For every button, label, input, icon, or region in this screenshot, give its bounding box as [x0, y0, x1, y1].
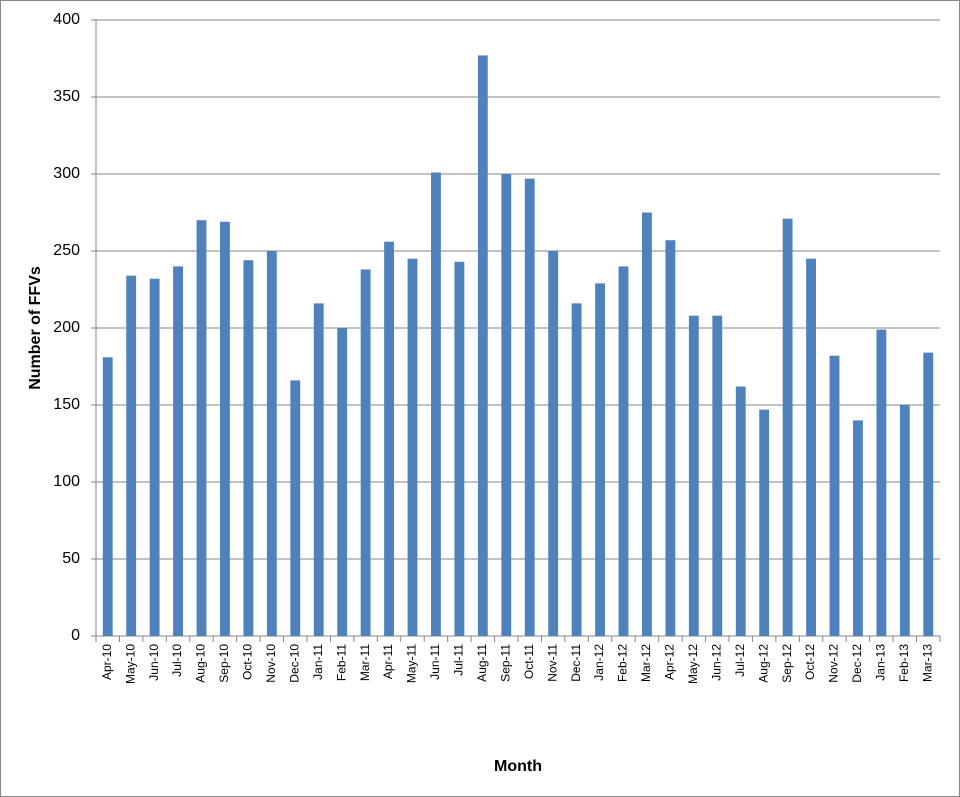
- y-tick-label: 0: [71, 627, 80, 644]
- bar: [149, 278, 160, 636]
- x-tick-label: Mar-12: [639, 644, 653, 682]
- bar: [759, 409, 770, 636]
- x-tick-label: Feb-13: [897, 644, 911, 682]
- x-tick-label: Dec-10: [287, 644, 301, 683]
- bar: [665, 240, 676, 636]
- x-tick-label: Jun-10: [147, 644, 161, 681]
- y-tick-label: 100: [53, 473, 80, 490]
- x-tick-label: Sep-12: [780, 644, 794, 683]
- bar: [923, 352, 934, 636]
- x-tick-label: Oct-11: [522, 644, 536, 679]
- x-tick-label: Feb-11: [334, 644, 348, 681]
- x-tick-label: Jul-11: [452, 644, 466, 676]
- x-tick-label: May-12: [686, 644, 700, 684]
- y-tick-label: 250: [53, 242, 80, 259]
- bar: [548, 251, 559, 636]
- y-tick-label: 50: [62, 550, 80, 567]
- x-tick-label: Jan-12: [592, 644, 606, 681]
- bar: [501, 174, 512, 636]
- x-tick-label: Sep-11: [498, 644, 512, 682]
- x-tick-label: Mar-13: [920, 644, 934, 682]
- x-tick-label: Jul-10: [170, 644, 184, 677]
- bar: [477, 55, 488, 637]
- bar: [642, 212, 652, 636]
- bar: [876, 329, 887, 636]
- bar: [360, 269, 371, 636]
- y-tick-label: 150: [53, 396, 80, 413]
- x-tick-label: Mar-11: [358, 644, 372, 681]
- bar: [829, 355, 840, 636]
- x-tick-label: Aug-11: [475, 644, 489, 682]
- bar: [126, 275, 137, 636]
- bar: [102, 357, 113, 636]
- bar: [220, 221, 230, 637]
- x-tick-label: Oct-10: [241, 644, 255, 680]
- bar: [290, 380, 301, 636]
- bar: [196, 220, 207, 636]
- bar: [899, 405, 910, 636]
- x-tick-label: Oct-12: [803, 644, 817, 680]
- bar: [735, 386, 746, 636]
- bar: [688, 315, 699, 636]
- bar: [618, 266, 629, 636]
- x-tick-label: May-11: [405, 644, 419, 683]
- x-tick-label: Nov-12: [827, 644, 841, 683]
- bar: [407, 258, 418, 636]
- x-tick-label: Apr-10: [100, 644, 114, 680]
- bar: [337, 328, 348, 636]
- y-tick-label: 350: [53, 88, 80, 105]
- x-tick-label: Jan-13: [874, 644, 888, 681]
- bar: [806, 258, 816, 636]
- x-tick-label: Nov-11: [545, 644, 559, 682]
- x-tick-label: Dec-11: [569, 644, 583, 682]
- bar: [524, 178, 535, 636]
- x-tick-label: Feb-12: [616, 644, 630, 682]
- x-tick-label: Aug-12: [756, 644, 770, 683]
- x-tick-label: Dec-12: [850, 644, 864, 683]
- x-tick-label: Nov-10: [264, 644, 278, 683]
- bar: [313, 303, 324, 636]
- x-tick-label: Sep-10: [217, 644, 231, 683]
- bar: [782, 218, 793, 636]
- x-tick-label: Jun-11: [428, 644, 442, 680]
- bar: [853, 420, 863, 636]
- bar: [243, 260, 254, 636]
- x-tick-label: May-10: [123, 644, 137, 684]
- y-tick-label: 200: [53, 319, 80, 336]
- bar: [266, 251, 277, 636]
- x-tick-label: Apr-11: [381, 644, 395, 679]
- bar: [384, 241, 394, 636]
- bar: [454, 261, 465, 636]
- y-axis-title: Number of FFVs: [27, 266, 44, 390]
- bar: [173, 266, 183, 636]
- bar: [431, 172, 441, 636]
- x-axis-title: Month: [494, 758, 542, 775]
- bar: [712, 315, 723, 636]
- y-tick-label: 400: [53, 11, 80, 28]
- x-tick-label: Jan-11: [311, 644, 325, 680]
- y-tick-label: 300: [53, 165, 80, 182]
- x-tick-label: Jul-12: [733, 644, 747, 677]
- bar: [595, 283, 605, 636]
- bar: [571, 303, 582, 636]
- x-tick-label: Jun-12: [709, 644, 723, 681]
- x-tick-label: Aug-10: [194, 644, 208, 683]
- x-tick-label: Apr-12: [663, 644, 677, 680]
